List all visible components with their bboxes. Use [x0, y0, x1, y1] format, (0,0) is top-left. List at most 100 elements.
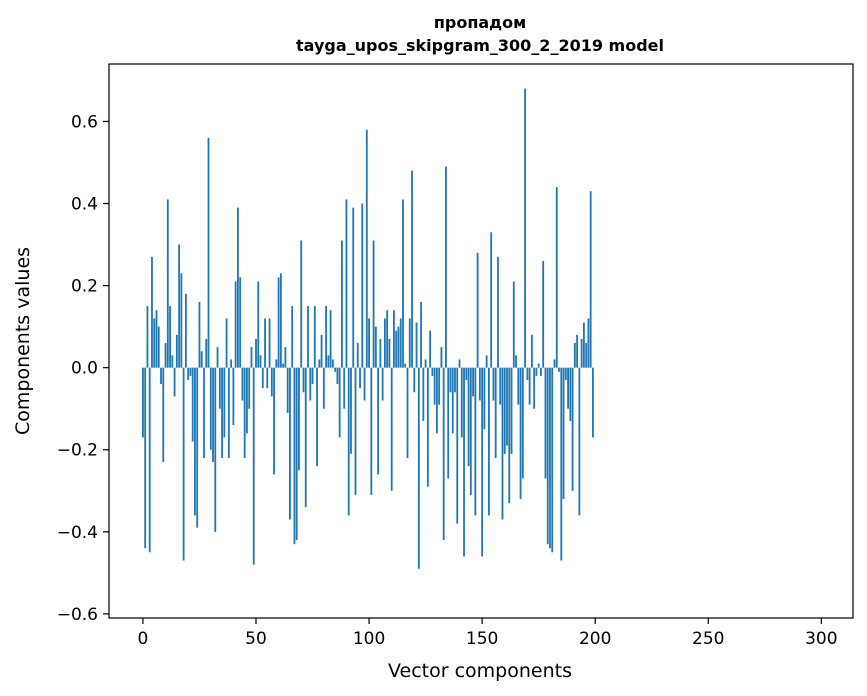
bar [275, 359, 278, 368]
bar [533, 367, 536, 409]
bar [381, 367, 384, 401]
bar [365, 129, 368, 368]
bar [499, 367, 502, 405]
bar [571, 367, 574, 491]
y-axis-label: Components values [12, 247, 34, 435]
bar [510, 367, 513, 454]
bar [248, 367, 251, 409]
bar [180, 273, 183, 368]
bar [207, 137, 210, 368]
bar [316, 367, 318, 467]
bar [266, 367, 269, 389]
bar [259, 355, 262, 368]
bar [327, 355, 330, 368]
bar [544, 367, 547, 479]
plot-frame [108, 63, 854, 619]
bar [413, 367, 416, 393]
bar [402, 199, 404, 368]
bar [445, 166, 447, 368]
bar [298, 367, 300, 471]
bar [223, 367, 226, 438]
bar [279, 273, 282, 368]
bar [230, 359, 233, 368]
bar [528, 367, 531, 405]
bar [343, 367, 346, 409]
bar [386, 310, 389, 368]
bar [390, 367, 393, 491]
bar [488, 367, 490, 516]
bar [460, 367, 463, 438]
bar [553, 359, 556, 368]
bar [257, 281, 260, 368]
bar [191, 367, 194, 442]
x-tick-label: 50 [245, 629, 267, 649]
x-tick-label: 100 [353, 629, 385, 649]
bar [521, 367, 524, 479]
bar [216, 347, 219, 368]
bar [429, 330, 432, 368]
bars-layer [142, 88, 594, 569]
bar [578, 367, 581, 516]
bar [368, 318, 370, 368]
bar [558, 367, 560, 372]
bar [417, 367, 420, 569]
bar [214, 367, 217, 532]
y-axis-ticks: −0.6 −0.4 −0.2 0.0 0.2 0.4 0.6 [57, 112, 109, 625]
bar [415, 322, 418, 368]
bar [399, 318, 402, 368]
bar [474, 367, 477, 516]
bar [250, 347, 253, 368]
bar [173, 367, 176, 397]
bar [146, 306, 149, 368]
bar [218, 367, 221, 409]
bar [535, 367, 538, 376]
y-tick-label: −0.2 [57, 441, 98, 461]
bar [426, 367, 429, 487]
bar [318, 359, 321, 368]
bar [497, 256, 499, 368]
bar [436, 367, 438, 434]
bar [194, 367, 196, 516]
bar [440, 347, 443, 368]
bar [284, 347, 287, 368]
bar [261, 367, 264, 389]
bar [481, 367, 484, 557]
bar [582, 322, 585, 368]
bar [454, 367, 456, 393]
bar [546, 367, 549, 545]
bar [433, 367, 436, 405]
bar [354, 367, 357, 495]
bar [549, 367, 551, 549]
x-axis-ticks: 0 50 100 150 200 250 300 [138, 618, 838, 649]
bar [227, 367, 230, 458]
bar [282, 363, 285, 368]
bar [286, 367, 289, 413]
bar [200, 351, 203, 368]
bar [142, 367, 144, 438]
bar [345, 199, 348, 368]
bar [336, 367, 339, 385]
bar [148, 367, 151, 553]
bar [379, 338, 382, 368]
bar [289, 367, 291, 520]
bar [198, 302, 201, 368]
bar [404, 363, 407, 368]
bar [268, 318, 271, 368]
bar [449, 367, 452, 393]
bar [456, 367, 459, 524]
bar [237, 207, 239, 368]
bar [352, 207, 355, 368]
bar [458, 359, 461, 368]
bar [422, 367, 425, 422]
bar [309, 367, 312, 401]
bar [515, 355, 517, 368]
bar [562, 367, 565, 499]
bar [234, 281, 237, 368]
bar [320, 334, 323, 368]
y-tick-label: 0.4 [71, 195, 98, 215]
bar [587, 318, 590, 368]
bar [212, 367, 214, 463]
bar [490, 232, 493, 368]
bar [189, 367, 192, 376]
bar [325, 306, 327, 368]
